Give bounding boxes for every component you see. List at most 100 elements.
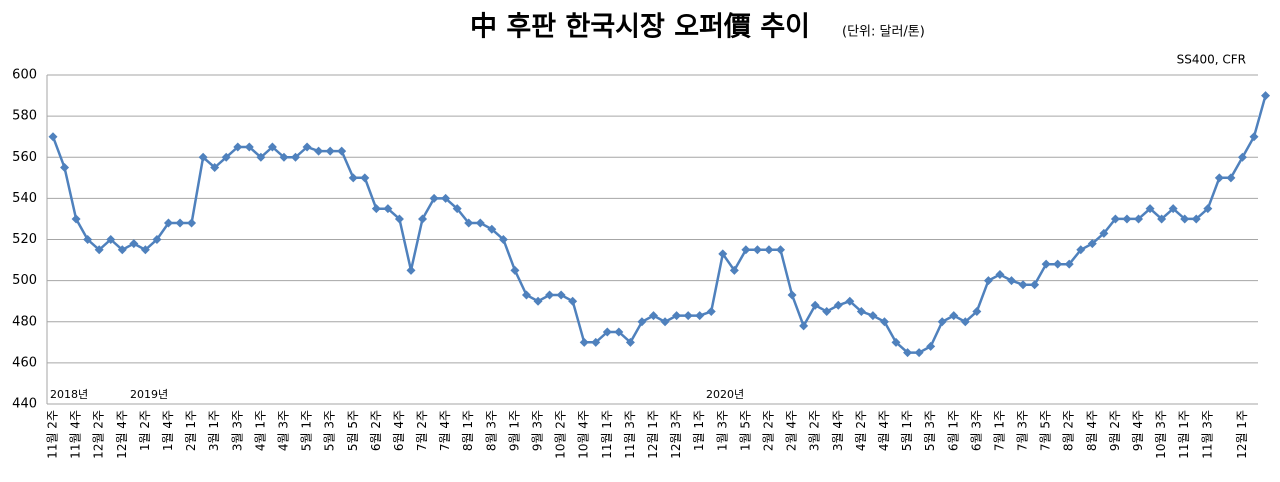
data-point	[106, 235, 116, 244]
x-tick-label: 1월 5주	[738, 410, 752, 451]
x-tick-label: 4월 3주	[276, 410, 290, 451]
data-point	[418, 214, 428, 224]
data-point	[256, 152, 266, 162]
data-point	[371, 204, 381, 214]
data-point	[521, 290, 531, 300]
data-point	[475, 218, 485, 228]
x-tick-label: 11월 3주	[1200, 410, 1214, 459]
x-tick-label: 1월 4주	[161, 410, 175, 451]
data-point	[452, 204, 462, 214]
data-point	[799, 321, 809, 331]
data-point	[718, 249, 728, 259]
x-tick-label: 3월 2주	[808, 410, 822, 451]
data-point	[1261, 91, 1271, 101]
data-point	[117, 245, 127, 255]
x-tick-label: 12월 4주	[115, 410, 129, 459]
x-tick-label: 4월 4주	[877, 410, 891, 451]
x-tick-label: 4월 1주	[253, 410, 267, 451]
x-tick-label: 11월 4주	[69, 410, 83, 459]
x-tick-label: 10월 4주	[577, 410, 591, 459]
y-tick-label: 440	[12, 397, 37, 412]
data-point	[1110, 214, 1120, 224]
data-point	[1180, 214, 1190, 224]
data-point	[187, 218, 197, 228]
x-tick-label: 11월 1주	[600, 410, 614, 459]
data-point	[1249, 132, 1259, 142]
data-point	[649, 311, 658, 321]
x-tick-label: 2월 4주	[785, 410, 799, 451]
x-tick-label: 9월 4주	[1131, 410, 1145, 451]
data-point	[1134, 214, 1144, 224]
x-tick-label: 11월 2주	[46, 410, 60, 459]
data-point	[48, 132, 58, 142]
data-point	[845, 296, 855, 306]
data-point	[776, 245, 786, 255]
data-point	[1099, 228, 1109, 238]
y-tick-label: 480	[12, 314, 37, 329]
x-tick-label: 8월 2주	[1062, 410, 1076, 451]
x-tick-label: 7월 2주	[415, 410, 429, 451]
data-point	[487, 224, 497, 234]
data-point	[233, 142, 243, 152]
x-tick-label: 6월 1주	[946, 410, 960, 451]
x-tick-label: 3월 3주	[230, 410, 244, 451]
x-tick-label: 10월 2주	[554, 410, 568, 459]
data-point	[533, 296, 543, 306]
data-point	[60, 163, 70, 173]
y-tick-label: 560	[12, 150, 37, 165]
x-tick-label: 11월 3주	[623, 410, 637, 459]
data-point	[856, 306, 866, 316]
data-point	[140, 245, 150, 255]
x-tick-label: 8월 1주	[461, 410, 475, 451]
x-tick-label: 7월 4주	[438, 410, 452, 451]
data-point	[163, 218, 173, 228]
x-tick-label: 5월 1주	[900, 410, 914, 451]
data-point	[1064, 259, 1074, 269]
x-tick-label: 5월 1주	[300, 410, 314, 451]
data-point	[602, 327, 612, 337]
data-point	[1076, 245, 1086, 255]
data-point	[302, 142, 312, 152]
x-tick-label: 11월 1주	[1177, 410, 1191, 459]
x-tick-label: 5월 5주	[346, 410, 360, 451]
data-point	[568, 296, 578, 306]
data-point	[1041, 259, 1051, 269]
data-point	[325, 146, 335, 156]
x-tick-label: 4월 2주	[854, 410, 868, 451]
year-annotation: 2020년	[706, 388, 744, 401]
data-point	[267, 142, 277, 152]
data-point	[394, 214, 404, 224]
x-tick-label: 8월 3주	[484, 410, 498, 451]
data-point	[625, 337, 635, 347]
data-point	[752, 245, 762, 255]
data-point	[903, 348, 913, 358]
data-point	[868, 311, 878, 321]
data-point	[1237, 152, 1247, 162]
data-point	[360, 173, 370, 183]
x-tick-label: 7월 1주	[992, 410, 1006, 451]
x-tick-label: 12월 1주	[646, 410, 660, 459]
data-point	[995, 269, 1005, 279]
y-tick-label: 580	[12, 109, 37, 124]
data-point	[221, 152, 231, 162]
data-point	[429, 193, 439, 203]
data-point	[891, 337, 901, 347]
data-point	[729, 265, 739, 275]
data-point	[914, 348, 924, 358]
data-point	[1145, 204, 1155, 214]
data-point	[244, 142, 254, 152]
data-point	[71, 214, 81, 224]
data-point	[706, 306, 716, 316]
x-tick-label: 6월 4주	[392, 410, 406, 451]
x-tick-label: 1월 3주	[715, 410, 729, 451]
x-tick-label: 1월 1주	[692, 410, 706, 451]
data-point	[1203, 204, 1213, 214]
data-point	[1122, 214, 1132, 224]
data-point	[83, 235, 93, 244]
data-point	[683, 311, 693, 321]
data-point	[660, 317, 670, 327]
data-point	[949, 311, 959, 321]
chart-title: 中 후판 한국시장 오퍼價 추이	[470, 12, 810, 43]
data-point	[764, 245, 774, 255]
data-point	[210, 163, 220, 173]
